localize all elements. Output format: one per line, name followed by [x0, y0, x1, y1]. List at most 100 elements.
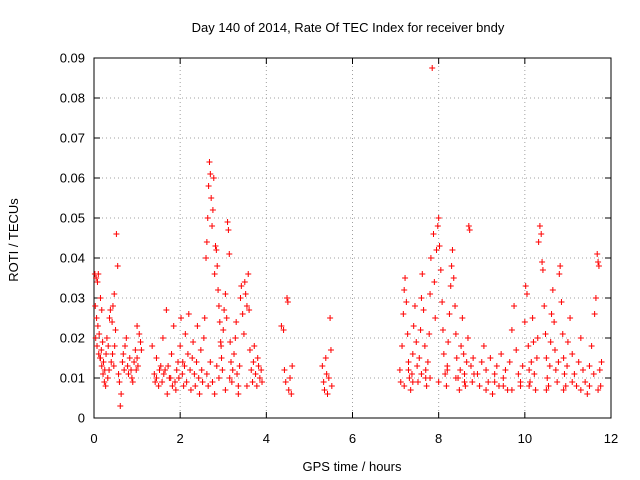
data-point [182, 331, 189, 337]
data-point [406, 375, 413, 381]
data-point [546, 363, 553, 369]
data-point [94, 323, 101, 329]
data-point [560, 387, 567, 393]
data-point [155, 383, 162, 389]
y-tick-label: 0.05 [60, 211, 85, 226]
data-point [444, 367, 451, 373]
data-point [401, 287, 408, 293]
data-point [187, 387, 194, 393]
data-point [100, 359, 107, 365]
data-point [556, 271, 563, 277]
data-point [212, 243, 219, 249]
data-point [502, 367, 509, 373]
data-point [122, 343, 129, 349]
data-point [184, 351, 191, 357]
data-point [185, 311, 192, 317]
data-point [448, 263, 455, 269]
data-point [226, 251, 233, 257]
data-point [597, 383, 604, 389]
data-point [282, 379, 289, 385]
data-point [103, 335, 110, 341]
data-point [549, 287, 556, 293]
data-point [590, 371, 597, 377]
data-point [120, 351, 127, 357]
data-point [498, 351, 505, 357]
data-point [193, 359, 200, 365]
data-point [419, 271, 426, 277]
data-point [114, 263, 121, 269]
data-point [108, 359, 115, 365]
data-point [211, 271, 218, 277]
data-point [164, 391, 171, 397]
data-point [181, 363, 188, 369]
data-point [93, 315, 100, 321]
data-point [253, 383, 260, 389]
data-point [233, 319, 240, 325]
data-point [207, 171, 214, 177]
data-point [404, 331, 411, 337]
data-point [483, 367, 490, 373]
x-tick-label: 0 [90, 431, 97, 446]
data-point [288, 391, 295, 397]
data-point [543, 355, 550, 361]
data-point [98, 363, 105, 369]
data-point [227, 339, 234, 345]
data-point [115, 371, 122, 377]
data-point [215, 303, 222, 309]
data-point [579, 367, 586, 373]
data-point [500, 375, 507, 381]
data-point [220, 327, 227, 333]
data-point [197, 347, 204, 353]
data-point [526, 367, 533, 373]
data-point [128, 375, 135, 381]
data-point [203, 255, 210, 261]
x-tick-label: 4 [263, 431, 270, 446]
data-point [255, 363, 262, 369]
x-tick-label: 10 [518, 431, 532, 446]
data-point [156, 367, 163, 373]
data-point [179, 359, 186, 365]
data-point [457, 367, 464, 373]
data-point [117, 403, 124, 409]
data-point [123, 335, 130, 341]
data-point [234, 371, 241, 377]
data-point [258, 367, 265, 373]
data-point [237, 295, 244, 301]
data-point [137, 339, 144, 345]
data-point [103, 351, 110, 357]
data-point [577, 387, 584, 393]
data-point [196, 391, 203, 397]
data-point [256, 375, 263, 381]
data-point [500, 383, 507, 389]
data-point [243, 303, 250, 309]
data-point [107, 307, 114, 313]
data-point [588, 343, 595, 349]
data-point [100, 371, 107, 377]
data-point [177, 343, 184, 349]
data-point [452, 375, 459, 381]
data-point [414, 363, 421, 369]
data-point [569, 351, 576, 357]
data-point [586, 383, 593, 389]
data-point [246, 347, 253, 353]
data-point [417, 327, 424, 333]
data-point [201, 315, 208, 321]
data-point [437, 267, 444, 273]
data-point [98, 307, 105, 313]
data-point [96, 331, 103, 337]
data-point [435, 215, 442, 221]
data-point [424, 359, 431, 365]
data-point [136, 331, 143, 337]
data-point [281, 367, 288, 373]
data-point [542, 331, 549, 337]
data-point [429, 65, 436, 71]
data-point [95, 271, 102, 277]
data-point [407, 387, 414, 393]
data-point [235, 391, 242, 397]
data-point [554, 379, 561, 385]
data-point [480, 343, 487, 349]
data-point [208, 195, 215, 201]
data-point [109, 303, 116, 309]
data-point [93, 275, 100, 281]
data-point [491, 379, 498, 385]
